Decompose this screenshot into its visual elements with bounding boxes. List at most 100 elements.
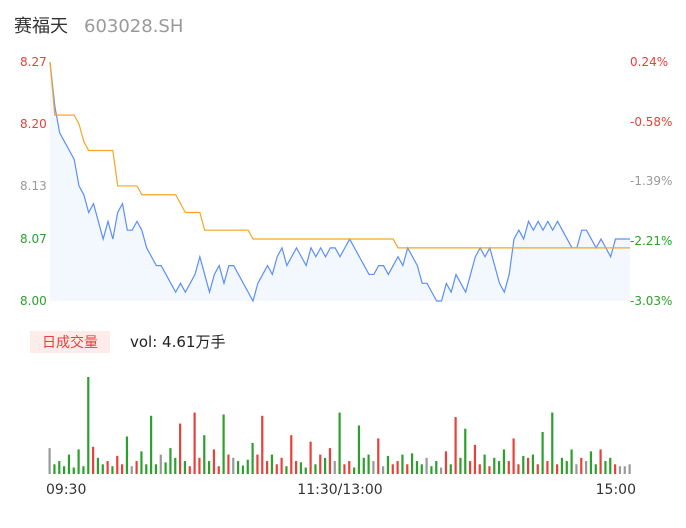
volume-bar [135, 461, 138, 474]
volume-bar [285, 466, 288, 474]
volume-bar [551, 412, 554, 474]
volume-bar [256, 454, 259, 474]
volume-bar [362, 457, 365, 474]
volume-bar [507, 461, 510, 474]
volume-bar [77, 449, 80, 474]
volume-bar [372, 461, 375, 474]
volume-bar [512, 438, 515, 474]
volume-bar [396, 461, 399, 474]
chart-title: 赛福天 [14, 16, 68, 37]
volume-bar [212, 449, 216, 474]
volume-bar [159, 454, 162, 474]
volume-bar [614, 464, 617, 474]
volume-bar [203, 435, 206, 474]
volume-bar [382, 466, 385, 474]
x-tick-label: 11:30/13:00 [297, 482, 382, 498]
volume-bar [560, 457, 564, 474]
volume-bar [415, 461, 419, 474]
volume-bar [589, 451, 593, 474]
volume-bar [609, 457, 612, 474]
volume-bar [188, 466, 191, 474]
volume-bar [517, 464, 520, 474]
volume-bar [232, 457, 235, 474]
volume-bar [478, 464, 481, 474]
volume-bar [570, 449, 573, 474]
volume-bar [338, 412, 341, 474]
price-line [49, 61, 630, 303]
chart-subtitle: 603028.SH [84, 16, 183, 37]
volume-bar [502, 449, 506, 474]
y-tick-label: 8.20 [20, 117, 47, 131]
volume-bar [208, 461, 211, 474]
volume-bar [411, 453, 414, 474]
volume-bar [628, 464, 631, 474]
volume-bar [237, 461, 240, 474]
volume-bar [280, 457, 283, 474]
volume-bar [353, 467, 356, 474]
y2-tick-label: -2.21% [630, 234, 672, 248]
volume-bar [435, 461, 438, 474]
volume-bar [121, 464, 124, 474]
average-line [49, 61, 630, 249]
volume-bar [483, 454, 486, 474]
y2-tick-label: -3.03% [630, 294, 672, 308]
volume-bar [459, 457, 462, 474]
volume-bar [377, 438, 380, 474]
volume-bar [261, 415, 264, 474]
volume-bar [449, 464, 452, 474]
y-tick-label: 8.07 [20, 232, 47, 246]
volume-bar [125, 436, 129, 474]
volume-bar [367, 454, 370, 474]
volume-bar [594, 464, 597, 474]
volume-bar [464, 428, 467, 474]
volume-bar [63, 466, 66, 474]
volume-bar [275, 464, 278, 474]
volume-bar [343, 464, 346, 474]
volume-bar [546, 461, 549, 474]
y2-tick-label: -1.39% [630, 174, 672, 188]
volume-bar [270, 454, 274, 474]
volume-bar [575, 464, 578, 474]
volume-bar [53, 464, 56, 474]
volume-bar [72, 467, 75, 474]
volume-bar [217, 466, 220, 474]
volume-bar [266, 461, 269, 474]
volume-bar [531, 454, 535, 474]
volume-bar [145, 464, 148, 474]
volume-bar [48, 448, 51, 474]
volume-bar [527, 457, 530, 474]
volume-bar [299, 462, 303, 474]
volume-bar [469, 461, 472, 474]
volume-bar [623, 466, 626, 474]
volume-bar [183, 461, 187, 474]
volume-bar [473, 444, 477, 474]
volume-bar [430, 466, 433, 474]
volume-bar [96, 457, 100, 474]
volume-bar [401, 454, 404, 474]
volume-bar [406, 464, 409, 474]
volume-bar [295, 461, 298, 474]
volume-bar [386, 455, 390, 474]
volume-bar [169, 448, 172, 474]
volume-bar [241, 465, 245, 474]
volume-bar [87, 377, 90, 474]
volume-bar [536, 464, 539, 474]
volume-bar [174, 457, 177, 474]
volume-bar [130, 466, 133, 474]
volume-bar [106, 461, 109, 474]
volume-bar [324, 457, 327, 474]
volume-bar [348, 461, 351, 474]
volume-bar [580, 457, 583, 474]
y-tick-label: 8.13 [20, 179, 47, 193]
volume-total: vol: 4.61万手 [130, 333, 225, 351]
volume-bar [150, 415, 153, 474]
volume-legend-bg [30, 331, 110, 353]
volume-bar [425, 457, 428, 474]
volume-bar [179, 423, 182, 474]
volume-bar [314, 464, 317, 474]
volume-bar [140, 451, 143, 474]
volume-legend: 日成交量 [42, 334, 98, 351]
volume-bar [290, 435, 293, 474]
volume-bar [333, 461, 336, 474]
